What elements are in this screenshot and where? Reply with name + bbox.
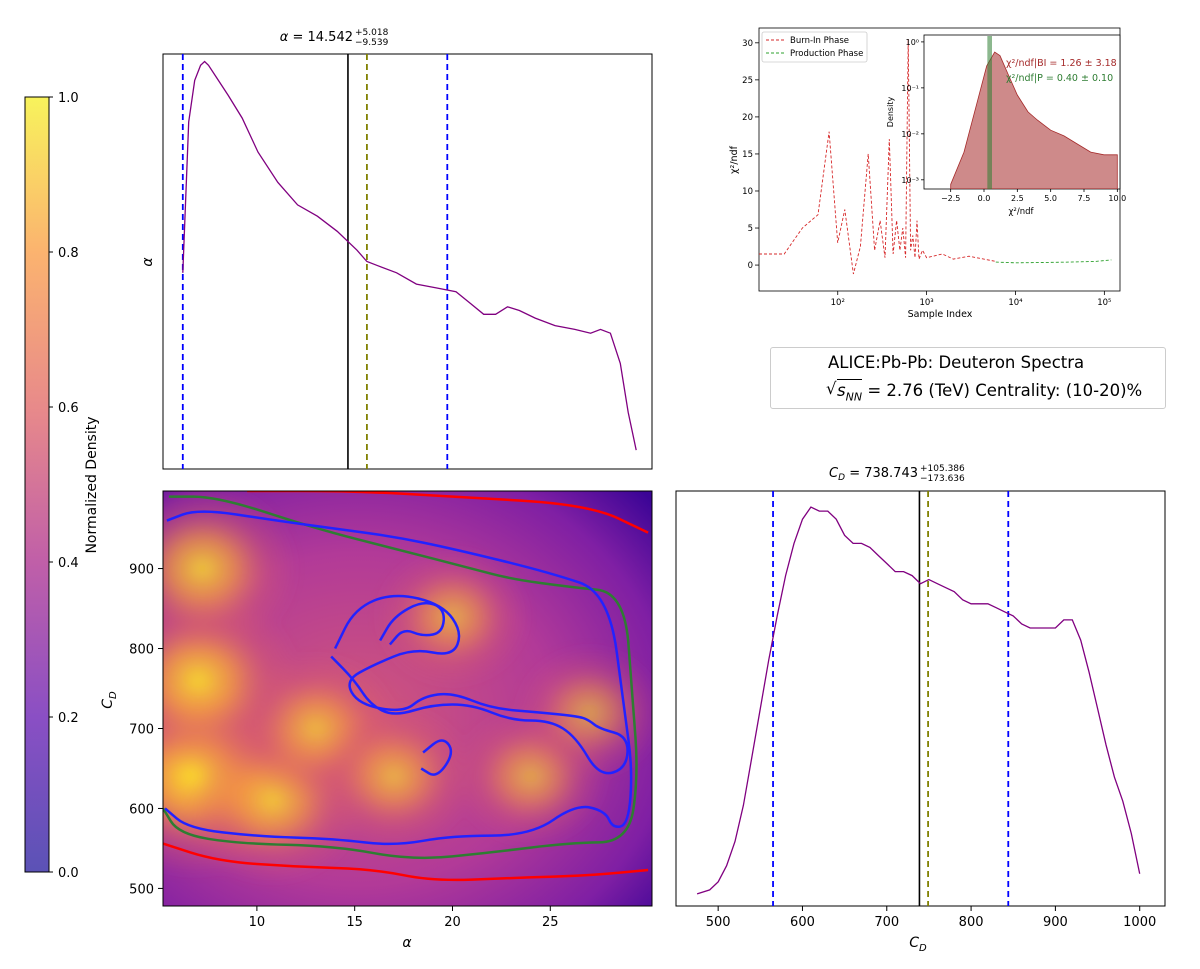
heatmap-xtick-label: 20: [444, 915, 461, 930]
heatmap-hotspot: [313, 704, 474, 849]
colorbar-tick-label: 1.0: [58, 91, 79, 106]
heatmap-contour: [330, 594, 629, 775]
heatmap-ytick-label: 800: [129, 643, 154, 658]
alpha-density-curve: [182, 60, 637, 451]
inset-xtick-label: 10.0: [1108, 194, 1126, 203]
alpha-marginal-panel: α = 14.542 +5.018 −9.539 α: [140, 28, 653, 470]
inset-ytick-label: 10⁻²: [901, 130, 919, 139]
cd-xtick-label: 600: [790, 915, 815, 930]
inset-xtick-label: 7.5: [1078, 194, 1091, 203]
alpha-ylabel: α: [140, 257, 156, 267]
colorbar-label: Normalized Density: [84, 416, 100, 553]
heatmap-hotspot: [163, 491, 298, 655]
inset-annotation-production: χ²/ndf|P = 0.40 ± 0.10: [1006, 73, 1113, 84]
colorbar-ticks: 0.0 0.2 0.4 0.6 0.8 1.0: [49, 91, 79, 881]
heatmap-contour: [420, 739, 453, 776]
trace-ytick-label: 0: [748, 261, 753, 271]
heatmap-hotspot: [515, 645, 652, 780]
trace-series-line: [759, 39, 996, 275]
info-line-1: ALICE:Pb-Pb: Deuteron Spectra: [828, 353, 1085, 372]
cd-title-err-minus: −173.636: [920, 474, 965, 484]
trace-legend: Burn-In Phase Production Phase: [761, 31, 868, 63]
experiment-info-box: ALICE:Pb-Pb: Deuteron Spectra sNN = 2.76…: [770, 347, 1166, 409]
trace-ylabel: χ²/ndf: [729, 145, 740, 174]
cd-xtick-label: 500: [706, 915, 731, 930]
heatmap-contour: [163, 842, 649, 882]
sqrt-sub: NN: [845, 390, 863, 404]
inset-annotation-burnin: χ²/ndf|BI = 1.26 ± 3.18: [1006, 58, 1117, 69]
cd-marginal-panel: CD = 738.743 +105.386 −173.636 500 600 700…: [675, 464, 1166, 954]
heatmap-xlabel: α: [402, 935, 412, 951]
heatmap-contour: [379, 601, 446, 646]
trace-xtick-label: 10³: [919, 298, 933, 308]
colorbar: 0.0 0.2 0.4 0.6 0.8 1.0 Normalized Density: [24, 91, 100, 881]
colorbar-tick-label: 0.4: [58, 556, 79, 571]
trace-ytick-label: 30: [742, 39, 753, 49]
cd-xtick-label: 900: [1043, 915, 1068, 930]
trace-xtick-label: 10²: [831, 298, 845, 308]
inset-xtick-label: −2.5: [941, 194, 960, 203]
heatmap-xtick-label: 10: [249, 915, 266, 930]
heatmap-xtick-label: 15: [346, 915, 363, 930]
colorbar-tick-label: 0.8: [58, 246, 79, 261]
inset-production-band: [987, 36, 992, 189]
heatmap-contour: [163, 495, 638, 860]
cd-title-err-plus: +105.386: [920, 464, 965, 474]
colorbar-tick-label: 0.0: [58, 866, 79, 881]
heatmap-ytick-label: 700: [129, 722, 154, 737]
trace-xtick-label: 10⁵: [1097, 298, 1111, 308]
inset-xtick-label: 0.0: [978, 194, 991, 203]
joint-heatmap-panel: 10 15 20 25 500 600 700 800 900 α CD: [100, 490, 653, 951]
trace-xtick-label: 10⁴: [1008, 298, 1023, 308]
cd-xtick-label: 700: [874, 915, 899, 930]
trace-ytick-label: 15: [742, 150, 753, 160]
alpha-title: α = 14.542: [280, 30, 353, 45]
inset-ytick-label: 10⁻¹: [901, 84, 919, 93]
cd-xtick-label: 1000: [1123, 915, 1156, 930]
inset-xtick-label: 2.5: [1011, 194, 1024, 203]
heatmap-contour: [247, 491, 649, 534]
heatmap-xtick-label: 25: [542, 915, 559, 930]
inset-xtick-label: 5.0: [1044, 194, 1057, 203]
trace-xlabel: Sample Index: [908, 309, 973, 320]
info-energy-centrality: = 2.76 (TeV) Centrality: (10-20)%: [867, 381, 1143, 400]
inset-ylabel: Density: [886, 97, 895, 128]
cd-xtick-label: 800: [959, 915, 984, 930]
trace-ytick-label: 10: [742, 187, 753, 197]
colorbar-tick-label: 0.6: [58, 401, 79, 416]
cd-title: CD = 738.743: [829, 466, 918, 483]
inset-burnin-density: [950, 51, 1118, 189]
inset-xlabel: χ²/ndf: [1009, 207, 1035, 217]
alpha-title-err-minus: −9.539: [355, 38, 389, 48]
chi2-trace-panel: 10² 10³ 10⁴ 10⁵ 0 5 10 15 20 25 30 Sample Index χ…: [729, 27, 1126, 320]
chi2-inset: −2.5 0.0 2.5 5.0 7.5 10.0 10⁻³ 10⁻² 10⁻¹ 10⁰ χ²/…: [886, 34, 1126, 217]
inset-ytick-label: 10⁻³: [901, 176, 919, 185]
trace-ytick-label: 5: [748, 224, 753, 234]
trace-ytick-label: 20: [742, 113, 753, 123]
trace-ytick-label: 25: [742, 76, 753, 86]
alpha-title-err-plus: +5.018: [355, 28, 389, 38]
cd-density-curve: [696, 506, 1141, 895]
colorbar-tick-label: 0.2: [58, 711, 79, 726]
heatmap-contour: [164, 510, 633, 846]
trace-series-line: [995, 259, 1112, 264]
legend-burnin: Burn-In Phase: [790, 36, 849, 46]
sqrt-s: s: [837, 381, 846, 400]
heatmap-ytick-label: 900: [129, 563, 154, 578]
legend-production: Production Phase: [790, 49, 863, 59]
cd-xlabel: CD: [909, 935, 927, 954]
heatmap-ytick-label: 600: [129, 802, 154, 817]
inset-ytick-label: 10⁰: [906, 38, 919, 47]
heatmap-ytick-label: 500: [129, 882, 154, 897]
info-line-2: sNN = 2.76 (TeV) Centrality: (10-20)%: [826, 379, 1143, 404]
heatmap-ylabel: CD: [100, 691, 119, 709]
